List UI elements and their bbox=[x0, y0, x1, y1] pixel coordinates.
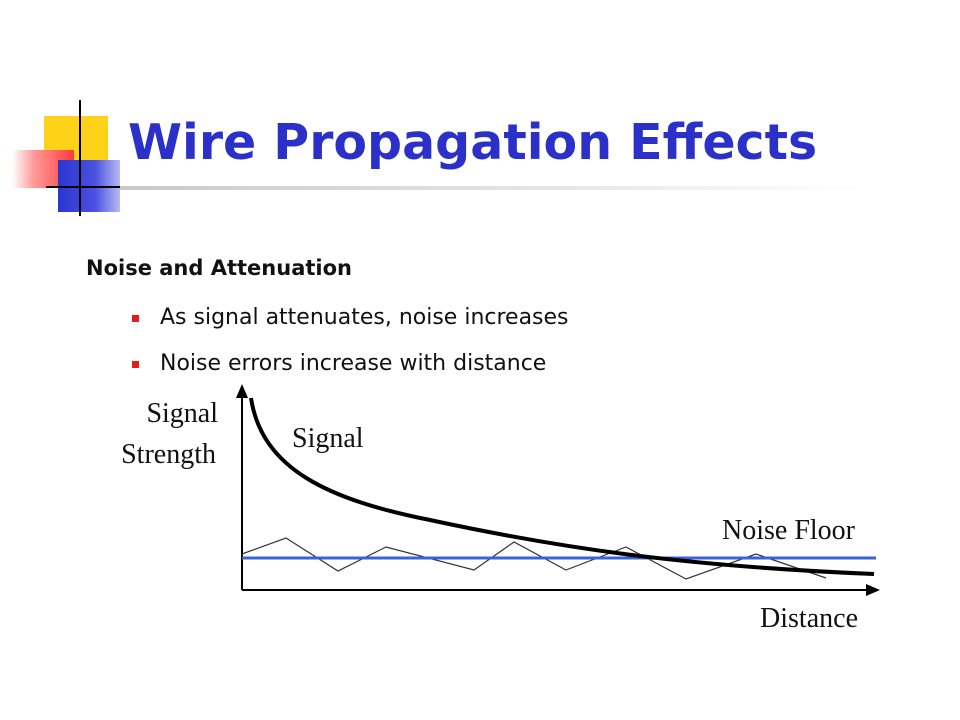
title-underline bbox=[120, 186, 865, 190]
signal-curve-label: Signal bbox=[292, 423, 364, 454]
y-axis-label-strength: Strength bbox=[121, 439, 216, 470]
bullet-item: Noise errors increase with distance bbox=[130, 346, 569, 392]
x-axis-label: Distance bbox=[760, 603, 858, 634]
x-axis-arrowhead bbox=[866, 584, 880, 596]
y-axis-label-signal: Signal bbox=[146, 398, 218, 429]
signal-curve bbox=[249, 397, 875, 576]
noise-zigzag bbox=[241, 537, 827, 580]
decorative-horizontal-line bbox=[46, 186, 132, 188]
bullet-list: As signal attenuates, noise increases No… bbox=[130, 300, 569, 392]
bullet-text: As signal attenuates, noise increases bbox=[160, 305, 569, 330]
bullet-text: Noise errors increase with distance bbox=[160, 351, 547, 376]
bullet-square-icon bbox=[132, 361, 139, 368]
bullet-item: As signal attenuates, noise increases bbox=[130, 300, 569, 346]
bullet-square-icon bbox=[132, 315, 139, 322]
y-axis-arrowhead bbox=[236, 384, 248, 398]
subheading: Noise and Attenuation bbox=[86, 256, 352, 280]
page-title: Wire Propagation Effects bbox=[128, 114, 818, 171]
decorative-vertical-line bbox=[79, 100, 81, 216]
noise-floor-label: Noise Floor bbox=[722, 515, 856, 546]
